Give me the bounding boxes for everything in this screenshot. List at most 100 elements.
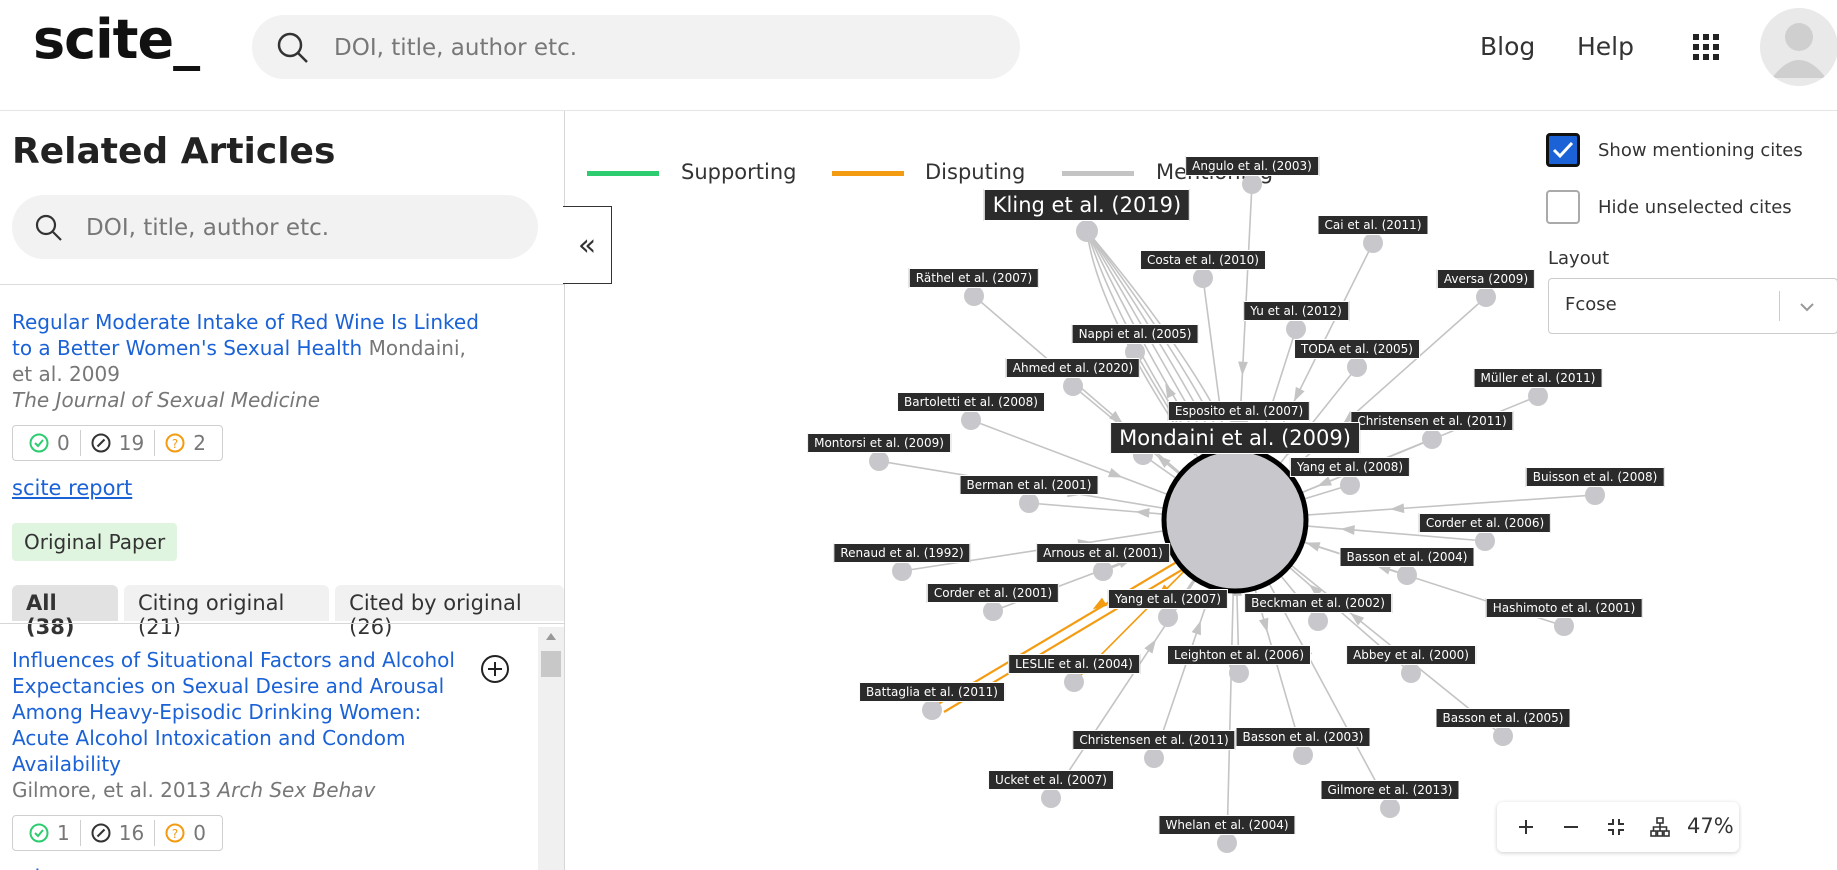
graph-node[interactable] <box>1144 748 1164 768</box>
graph-node-label[interactable]: Yang et al. (2008) <box>1289 457 1411 477</box>
graph-node-label[interactable]: Yu et al. (2012) <box>1243 301 1349 321</box>
graph-node-label[interactable]: Hashimoto et al. (2001) <box>1485 598 1643 618</box>
top-search-input[interactable] <box>332 29 996 67</box>
graph-node-label[interactable]: Angulo et al. (2003) <box>1185 156 1319 176</box>
graph-node[interactable] <box>1063 376 1083 396</box>
graph-node[interactable] <box>1340 475 1360 495</box>
graph-node[interactable] <box>1242 174 1262 194</box>
layout-select[interactable]: Fcose <box>1548 278 1837 334</box>
tab-all[interactable]: All (38) <box>12 585 119 639</box>
graph-node-label[interactable]: Ahmed et al. (2020) <box>1005 358 1141 378</box>
graph-node-label[interactable]: Müller et al. (2011) <box>1473 368 1603 388</box>
graph-node-label[interactable]: Berman et al. (2001) <box>959 475 1099 495</box>
graph-node[interactable] <box>892 561 912 581</box>
graph-node[interactable] <box>1125 342 1145 362</box>
graph-node[interactable] <box>983 601 1003 621</box>
graph-node-label[interactable]: Bartoletti et al. (2008) <box>897 392 1045 412</box>
graph-node-label[interactable]: LESLIE et al. (2004) <box>1008 654 1140 674</box>
zoom-out-button[interactable] <box>1556 812 1586 842</box>
hide-unselected-checkbox[interactable] <box>1546 190 1580 224</box>
graph-node[interactable] <box>1093 561 1113 581</box>
graph-node-label[interactable]: Montorsi et al. (2009) <box>807 433 951 453</box>
graph-node-label[interactable]: Basson et al. (2004) <box>1339 547 1475 567</box>
nav-blog[interactable]: Blog <box>1480 32 1536 61</box>
graph-node-label[interactable]: Nappi et al. (2005) <box>1071 324 1199 344</box>
add-circle-icon[interactable] <box>480 654 510 684</box>
relayout-button[interactable] <box>1645 812 1675 842</box>
article-title-link[interactable]: Regular Moderate Intake of Red Wine Is L… <box>12 310 479 360</box>
citation-graph[interactable] <box>565 111 1837 870</box>
graph-node-label[interactable]: Räthel et al. (2007) <box>908 268 1040 288</box>
sidebar-search-bar[interactable] <box>12 195 538 259</box>
graph-node[interactable] <box>1158 607 1178 627</box>
scite-report-link[interactable]: scite report <box>12 865 462 870</box>
graph-node[interactable] <box>1363 233 1383 253</box>
graph-node-label[interactable]: Abbey et al. (2000) <box>1346 645 1476 665</box>
scite-report-link[interactable]: scite report <box>12 476 133 500</box>
sidebar-search-input[interactable] <box>84 209 518 247</box>
graph-node[interactable] <box>1422 429 1442 449</box>
fit-to-screen-button[interactable] <box>1601 812 1631 842</box>
graph-node[interactable] <box>961 410 981 430</box>
graph-node[interactable] <box>1019 493 1039 513</box>
scroll-up-arrow[interactable] <box>546 633 556 640</box>
graph-node[interactable] <box>1476 287 1496 307</box>
graph-node[interactable] <box>1401 663 1421 683</box>
user-avatar[interactable] <box>1760 8 1837 86</box>
graph-node[interactable] <box>1217 833 1237 853</box>
graph-node[interactable] <box>1308 611 1328 631</box>
graph-node[interactable] <box>1293 745 1313 765</box>
graph-node[interactable] <box>1585 485 1605 505</box>
graph-node-label[interactable]: Christensen et al. (2011) <box>1072 730 1236 750</box>
graph-node-label[interactable]: Yang et al. (2007) <box>1107 589 1229 609</box>
graph-node-label[interactable]: Renaud et al. (1992) <box>833 543 971 563</box>
graph-node[interactable] <box>1229 663 1249 683</box>
scroll-thumb[interactable] <box>541 651 561 677</box>
graph-node-label[interactable]: Arnous et al. (2001) <box>1036 543 1170 563</box>
graph-node[interactable] <box>922 700 942 720</box>
graph-node-label[interactable]: Esposito et al. (2007) <box>1167 401 1311 421</box>
graph-node-label[interactable]: Ucket et al. (2007) <box>988 770 1114 790</box>
graph-node-label[interactable]: Kling et al. (2019) <box>983 189 1191 221</box>
graph-node-label[interactable]: Buisson et al. (2008) <box>1525 467 1665 487</box>
graph-node[interactable] <box>1193 268 1213 288</box>
graph-node-label[interactable]: TODA et al. (2005) <box>1294 339 1420 359</box>
graph-node[interactable] <box>1475 531 1495 551</box>
graph-node-label[interactable]: Beckman et al. (2002) <box>1244 593 1392 613</box>
top-search-bar[interactable] <box>252 15 1020 79</box>
graph-node-label[interactable]: Battaglia et al. (2011) <box>859 682 1005 702</box>
scite-logo[interactable]: scite_ <box>33 8 200 71</box>
graph-node[interactable] <box>1493 726 1513 746</box>
tab-citing-original[interactable]: Citing original (21) <box>124 585 330 639</box>
graph-node[interactable] <box>1064 672 1084 692</box>
graph-node-label[interactable]: Corder et al. (2001) <box>926 583 1060 603</box>
graph-node[interactable] <box>1528 386 1548 406</box>
graph-node-label[interactable]: Corder et al. (2006) <box>1418 513 1552 533</box>
graph-node[interactable] <box>1076 220 1098 242</box>
graph-node[interactable] <box>1554 616 1574 636</box>
graph-node-label[interactable]: Basson et al. (2005) <box>1435 708 1571 728</box>
graph-node[interactable] <box>1041 788 1061 808</box>
graph-node-label[interactable]: Costa et al. (2010) <box>1140 250 1266 270</box>
graph-node[interactable] <box>1397 565 1417 585</box>
center-node[interactable] <box>1161 446 1309 594</box>
graph-node[interactable] <box>1286 319 1306 339</box>
graph-node[interactable] <box>964 286 984 306</box>
article-title-link[interactable]: Influences of Situational Factors and Al… <box>12 648 455 776</box>
collapse-sidebar-button[interactable]: « <box>563 206 612 284</box>
graph-node-label[interactable]: Leighton et al. (2006) <box>1166 645 1312 665</box>
graph-node-label[interactable]: Whelan et al. (2004) <box>1158 815 1296 835</box>
zoom-in-button[interactable] <box>1511 812 1541 842</box>
scrollbar[interactable] <box>538 627 564 870</box>
graph-node-label[interactable]: Aversa (2009) <box>1436 269 1536 289</box>
graph-node-label[interactable]: Gilmore et al. (2013) <box>1320 780 1460 800</box>
center-node-label[interactable]: Mondaini et al. (2009) <box>1110 422 1360 454</box>
tab-cited-by-original[interactable]: Cited by original (26) <box>335 585 564 639</box>
graph-node[interactable] <box>1380 798 1400 818</box>
graph-node[interactable] <box>869 451 889 471</box>
nav-help[interactable]: Help <box>1577 32 1634 61</box>
graph-node[interactable] <box>1347 357 1367 377</box>
graph-node-label[interactable]: Christensen et al. (2011) <box>1350 411 1514 431</box>
graph-node-label[interactable]: Basson et al. (2003) <box>1235 727 1371 747</box>
graph-node-label[interactable]: Cai et al. (2011) <box>1317 215 1429 235</box>
